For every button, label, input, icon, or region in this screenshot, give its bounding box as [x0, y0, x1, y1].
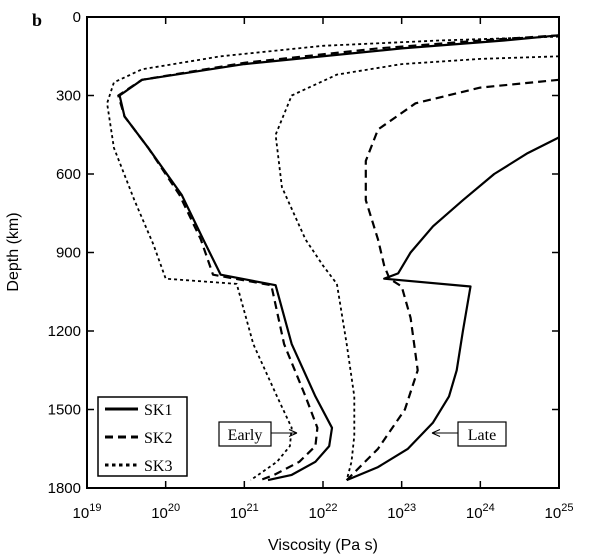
x-tick-label: 1024 [466, 502, 495, 522]
series-line-dotted-early [106, 35, 560, 481]
y-axis-title: Depth (km) [5, 212, 22, 291]
series-line-dotted-late [274, 55, 560, 481]
x-tick-label: 1022 [309, 502, 338, 522]
x-axis-ticks: 1019 1020 1021 1022 1023 1024 1025 [73, 17, 574, 522]
y-tick-label: 1200 [48, 323, 81, 340]
annotation-late: Late [431, 421, 507, 447]
x-tick-label: 1023 [387, 502, 416, 522]
annotation-early-box [218, 421, 272, 447]
x-tick-label: 1025 [545, 502, 574, 522]
annotation-early: Early [218, 421, 298, 447]
annotation-late-text: Late [468, 427, 496, 444]
legend-label-sk3: SK3 [144, 458, 172, 475]
panel-label: b [32, 10, 42, 30]
annotation-late-box [457, 421, 507, 447]
x-tick-label: 1021 [230, 502, 259, 522]
y-tick-label: 900 [56, 245, 81, 262]
series-line-dashed-early [117, 34, 560, 482]
series-line-solid-early [118, 34, 560, 482]
plot-frame [86, 16, 560, 489]
legend-label-sk2: SK2 [144, 430, 172, 447]
x-axis-title: Viscosity (Pa s) [268, 537, 378, 554]
legend: SK1 SK2 SK3 [97, 396, 188, 477]
series-line-solid-late [346, 136, 560, 482]
legend-label-sk1: SK1 [144, 402, 172, 419]
annotation-early-arrowhead [288, 429, 298, 437]
x-tick-label: 1019 [73, 502, 102, 522]
y-tick-label: 1500 [48, 402, 81, 419]
y-tick-label: 300 [56, 88, 81, 105]
plot-lines [106, 34, 560, 482]
series-line-dashed-late [345, 78, 560, 481]
annotation-early-text: Early [228, 427, 263, 444]
y-tick-label: 1800 [48, 480, 81, 497]
y-tick-label: 600 [56, 166, 81, 183]
x-tick-label: 1020 [151, 502, 180, 522]
annotation-late-arrowhead [431, 429, 441, 437]
y-axis-ticks: 0 300 600 900 1200 1500 1800 [48, 9, 559, 497]
y-tick-label: 0 [73, 9, 81, 26]
